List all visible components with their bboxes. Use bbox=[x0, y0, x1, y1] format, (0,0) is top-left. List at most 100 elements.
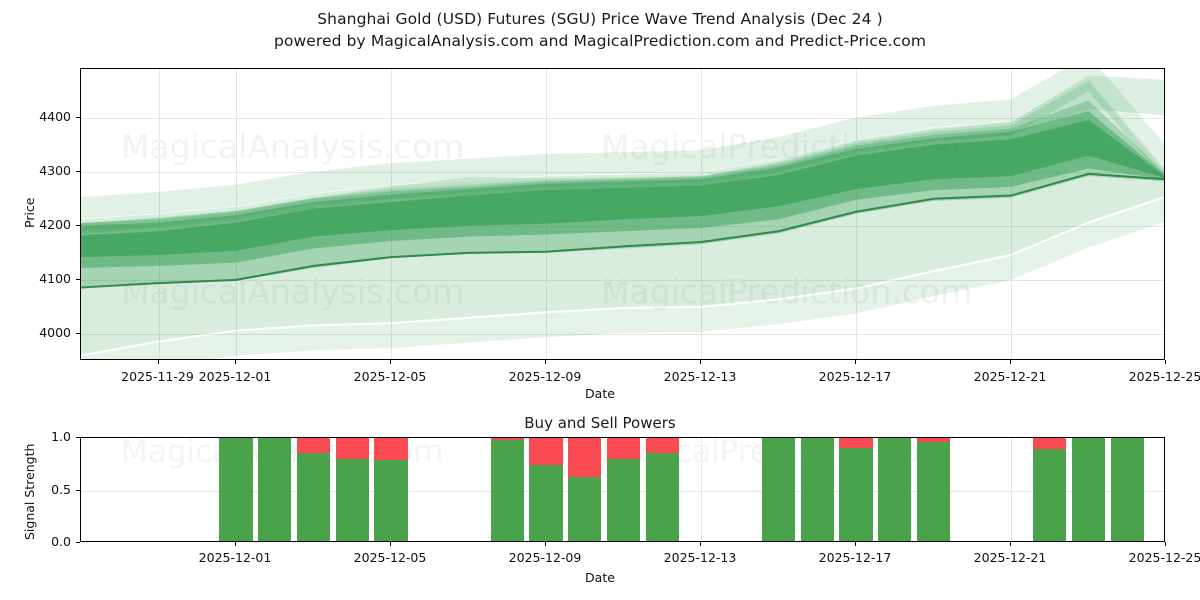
wave-subband-1 bbox=[81, 198, 1164, 359]
signal-bar[interactable] bbox=[916, 438, 951, 541]
signal-bar[interactable] bbox=[490, 438, 524, 541]
buy-power-segment bbox=[258, 438, 292, 541]
x-tick-label: 2025-12-05 bbox=[353, 550, 427, 565]
price-date-axis-title: Date bbox=[585, 386, 615, 401]
y-tick-label: 0.5 bbox=[51, 481, 71, 497]
y-tick-label: 0.0 bbox=[51, 534, 71, 549]
gridline-vertical bbox=[236, 69, 237, 359]
gridline-horizontal bbox=[81, 225, 1164, 227]
y-axis-tick bbox=[76, 170, 80, 172]
x-axis-tick bbox=[855, 360, 856, 364]
price-wave-plot: MagicalAnalysis.com MagicalPrediction.com… bbox=[80, 68, 1165, 360]
signal-bar[interactable] bbox=[839, 438, 873, 541]
price-wave-bands bbox=[81, 69, 1164, 359]
x-axis-tick bbox=[855, 542, 856, 546]
gridline-vertical bbox=[856, 69, 857, 359]
signal-bar[interactable] bbox=[645, 438, 679, 541]
buy-power-segment bbox=[335, 459, 369, 541]
page-title: Shanghai Gold (USD) Futures (SGU) Price … bbox=[0, 8, 1200, 52]
y-tick-label: 4200 bbox=[39, 216, 71, 232]
x-tick-label: 2025-12-09 bbox=[508, 369, 582, 384]
buy-power-segment bbox=[490, 440, 524, 541]
sell-power-segment bbox=[529, 438, 563, 466]
signal-bar[interactable] bbox=[568, 438, 602, 541]
title-line-secondary: powered by MagicalAnalysis.com and Magic… bbox=[273, 32, 927, 50]
y-axis-tick bbox=[76, 437, 80, 438]
x-axis-tick bbox=[545, 360, 546, 364]
signal-bar[interactable] bbox=[296, 438, 331, 541]
buy-power-segment bbox=[529, 465, 563, 541]
gridline-vertical bbox=[158, 69, 160, 359]
signal-bar[interactable] bbox=[761, 438, 796, 541]
gridline-vertical bbox=[701, 438, 702, 541]
buy-power-segment bbox=[761, 438, 796, 541]
buy-power-segment bbox=[916, 442, 951, 541]
sell-power-segment bbox=[490, 438, 524, 441]
signal-bar[interactable] bbox=[1110, 438, 1144, 541]
sell-power-segment bbox=[606, 438, 641, 460]
y-axis-tick bbox=[76, 224, 80, 226]
x-tick-label: 2025-11-29 bbox=[121, 369, 194, 384]
x-axis-tick bbox=[1165, 542, 1166, 546]
x-tick-label: 2025-12-21 bbox=[973, 550, 1047, 565]
sell-power-segment bbox=[568, 438, 602, 477]
signal-bar[interactable] bbox=[878, 438, 912, 541]
signal-bar[interactable] bbox=[335, 438, 369, 541]
gridline-horizontal bbox=[81, 279, 1164, 281]
signal-bar[interactable] bbox=[219, 438, 253, 541]
buy-power-segment bbox=[219, 438, 253, 541]
signal-bar[interactable] bbox=[374, 438, 408, 541]
price-trend-line bbox=[81, 172, 1164, 289]
signal-bar[interactable] bbox=[1071, 438, 1106, 541]
y-axis-tick bbox=[76, 116, 80, 118]
y-tick-label: 1.0 bbox=[51, 429, 71, 444]
gridline-horizontal bbox=[81, 333, 1164, 335]
x-tick-label: 2025-12-13 bbox=[663, 369, 737, 384]
y-tick-label: 4400 bbox=[39, 108, 71, 124]
wave-band-spike-upper-band bbox=[81, 75, 1164, 232]
buy-power-segment bbox=[1033, 448, 1067, 541]
y-axis-tick bbox=[76, 332, 80, 334]
signal-plot-title: Buy and Sell Powers bbox=[524, 414, 676, 432]
x-tick-label: 2025-12-13 bbox=[663, 550, 737, 565]
signal-bar[interactable] bbox=[800, 438, 834, 541]
sell-power-segment bbox=[296, 438, 331, 453]
x-tick-label: 2025-12-21 bbox=[973, 369, 1047, 384]
buy-power-segment bbox=[800, 438, 834, 541]
x-tick-label: 2025-12-17 bbox=[818, 550, 892, 565]
price-axis-title: Price bbox=[22, 197, 37, 229]
y-axis-tick bbox=[76, 278, 80, 280]
buy-power-segment bbox=[606, 459, 641, 541]
wave-band-inner-band bbox=[81, 119, 1164, 258]
buy-power-segment bbox=[374, 460, 408, 541]
x-axis-tick bbox=[1010, 360, 1011, 364]
gridline-vertical bbox=[1011, 438, 1012, 541]
buy-power-segment bbox=[839, 447, 873, 541]
x-tick-label: 2025-12-05 bbox=[353, 369, 427, 384]
sell-power-segment bbox=[335, 438, 369, 460]
y-tick-label: 4300 bbox=[39, 162, 71, 178]
signal-bar[interactable] bbox=[529, 438, 563, 541]
x-tick-label: 2025-12-25 bbox=[1128, 369, 1200, 384]
signal-bar[interactable] bbox=[1033, 438, 1067, 541]
x-axis-tick bbox=[157, 360, 159, 364]
x-axis-tick bbox=[700, 360, 701, 364]
signal-bar[interactable] bbox=[606, 438, 641, 541]
gridline-vertical bbox=[1011, 69, 1012, 359]
signal-bar[interactable] bbox=[258, 438, 292, 541]
sell-power-segment bbox=[916, 438, 951, 443]
y-tick-label: 4100 bbox=[39, 270, 71, 286]
y-axis-tick bbox=[76, 542, 80, 543]
sell-power-segment bbox=[839, 438, 873, 448]
wave-subband-2 bbox=[81, 77, 1164, 234]
title-line-primary: Shanghai Gold (USD) Futures (SGU) Price … bbox=[317, 10, 883, 28]
x-tick-label: 2025-12-09 bbox=[508, 550, 582, 565]
x-axis-tick bbox=[1010, 542, 1011, 546]
buy-power-segment bbox=[296, 452, 331, 541]
gridline-horizontal bbox=[81, 117, 1164, 119]
wave-subband-0 bbox=[81, 69, 1164, 219]
sell-power-segment bbox=[645, 438, 679, 453]
y-axis-tick bbox=[76, 489, 80, 491]
